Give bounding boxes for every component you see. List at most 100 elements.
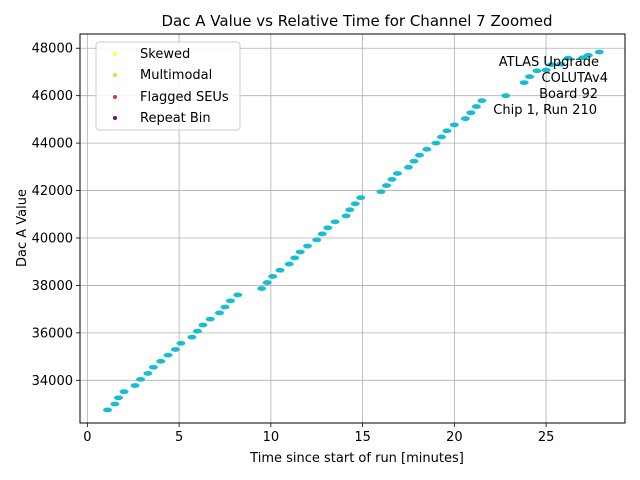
- gridlines: [80, 34, 625, 423]
- data-point: [205, 316, 215, 322]
- annotation-line-1: ATLAS Upgrade: [499, 55, 599, 70]
- data-point: [330, 219, 340, 225]
- legend-marker-repeat-bin: [113, 116, 117, 120]
- data-point: [477, 98, 487, 104]
- x-tick-label: 25: [538, 430, 555, 445]
- x-tick-label: 10: [263, 430, 280, 445]
- legend-marker-skewed: [113, 52, 117, 56]
- data-point: [295, 249, 305, 255]
- y-tick-label: 40000: [32, 231, 73, 246]
- x-axis-ticks: 0 5 10 15 20 25: [83, 423, 554, 445]
- data-point: [525, 74, 535, 80]
- data-point: [414, 152, 424, 158]
- data-point: [176, 340, 186, 346]
- data-point: [501, 93, 511, 99]
- y-axis-ticks: 34000 36000 38000 40000 42000 44000 46000 48000: [32, 42, 80, 389]
- legend-label-flagged-seus: Flagged SEUs: [140, 90, 229, 105]
- data-point: [268, 274, 278, 279]
- annotation-line-2: COLUTAv4: [542, 71, 608, 86]
- data-points: [103, 49, 604, 413]
- y-tick-label: 44000: [32, 137, 73, 152]
- data-point: [284, 261, 294, 267]
- data-point: [114, 395, 124, 401]
- data-point: [130, 383, 140, 388]
- data-point: [198, 322, 208, 328]
- y-tick-label: 36000: [32, 326, 73, 341]
- data-point: [532, 68, 542, 74]
- y-tick-label: 46000: [32, 89, 73, 104]
- data-point: [556, 61, 566, 67]
- data-point: [376, 189, 386, 195]
- data-point: [143, 371, 153, 376]
- data-point: [136, 376, 146, 382]
- chart-title: Dac A Value vs Relative Time for Channel…: [162, 12, 553, 30]
- data-point: [103, 407, 113, 413]
- data-point: [323, 225, 333, 231]
- y-tick-label: 38000: [32, 279, 73, 294]
- legend-frame: [95, 41, 241, 131]
- data-point: [519, 80, 529, 86]
- data-point: [436, 134, 446, 140]
- data-point: [341, 213, 351, 219]
- annotation-box: ATLAS Upgrade COLUTAv4 Board 92 Chip 1, …: [493, 55, 608, 118]
- data-point: [187, 334, 197, 340]
- y-tick-label: 34000: [32, 374, 73, 389]
- data-point: [563, 55, 573, 61]
- data-point: [163, 352, 173, 358]
- data-point: [403, 164, 413, 170]
- data-point: [381, 183, 391, 188]
- data-point: [594, 49, 604, 55]
- data-point: [583, 52, 593, 58]
- data-point: [460, 116, 470, 122]
- data-point: [110, 401, 120, 407]
- data-point: [431, 140, 441, 146]
- legend-marker-multimodal: [113, 73, 117, 77]
- y-axis-label: Dac A Value: [15, 189, 30, 267]
- plot-frame: [79, 33, 626, 424]
- data-point: [220, 304, 230, 310]
- data-point: [257, 286, 267, 291]
- data-point: [471, 104, 481, 109]
- data-point: [466, 110, 476, 116]
- data-point: [119, 389, 129, 395]
- data-point: [547, 62, 557, 67]
- data-point: [356, 195, 366, 201]
- legend-marker-flagged-seus: [113, 95, 117, 99]
- annotation-line-4: Chip 1, Run 210: [493, 103, 597, 118]
- data-point: [290, 255, 300, 261]
- data-point: [312, 237, 322, 243]
- data-point: [303, 243, 313, 249]
- data-point: [225, 298, 235, 304]
- legend: Skewed Multimodal Flagged SEUs Repeat Bi…: [95, 41, 241, 131]
- data-point: [275, 267, 285, 273]
- legend-label-repeat-bin: Repeat Bin: [140, 111, 211, 126]
- data-point: [449, 122, 459, 128]
- legend-label-skewed: Skewed: [140, 47, 190, 62]
- x-axis-label: Time since start of run [minutes]: [249, 451, 464, 466]
- data-point: [317, 231, 327, 237]
- annotation-line-3: Board 92: [539, 87, 598, 102]
- data-point: [345, 207, 355, 213]
- data-point: [442, 128, 452, 134]
- data-point: [214, 310, 224, 316]
- legend-label-multimodal: Multimodal: [140, 68, 212, 83]
- y-tick-label: 42000: [32, 184, 73, 199]
- data-point: [233, 292, 243, 298]
- data-point: [387, 177, 397, 182]
- y-tick-label: 48000: [32, 42, 73, 57]
- data-point: [422, 146, 432, 152]
- x-tick-label: 20: [446, 430, 463, 445]
- data-point: [156, 358, 166, 364]
- data-point: [392, 171, 402, 176]
- data-point: [262, 280, 272, 285]
- x-tick-label: 5: [175, 430, 183, 445]
- x-tick-label: 15: [354, 430, 371, 445]
- data-point: [409, 158, 419, 164]
- data-point: [541, 67, 551, 73]
- data-point: [170, 347, 180, 352]
- data-point: [192, 328, 202, 334]
- x-tick-label: 0: [83, 430, 91, 445]
- data-point: [148, 364, 158, 370]
- data-point: [350, 201, 360, 207]
